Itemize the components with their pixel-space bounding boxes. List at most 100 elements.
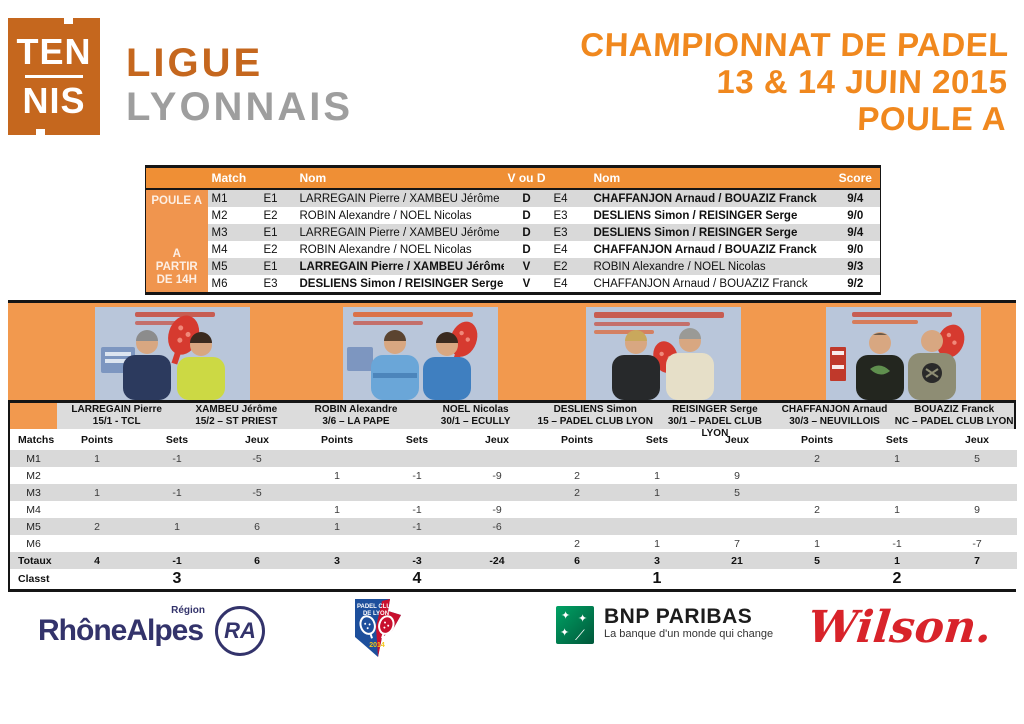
- cell: -9: [457, 501, 537, 518]
- match-score: 9/4: [830, 189, 881, 207]
- tennis-federation-logo: TEN NIS: [8, 17, 100, 136]
- cell: 2: [777, 450, 857, 467]
- col-header-jeux: Jeux: [697, 429, 777, 450]
- team-code: E1: [259, 258, 296, 275]
- cell: [617, 518, 697, 535]
- match-score: 9/0: [830, 241, 881, 258]
- total-cell: 3: [297, 552, 377, 569]
- cell: 2: [57, 518, 137, 535]
- match-score: 9/2: [830, 275, 881, 294]
- player-rank-club: 30/1 – ECULLY: [440, 416, 511, 427]
- team-names: CHAFFANJON Arnaud / BOUAZIZ Franck: [589, 275, 831, 294]
- classement-value: 4: [297, 569, 537, 589]
- row-label: M4: [10, 501, 57, 518]
- cell: [57, 467, 137, 484]
- cell: 1: [297, 501, 377, 518]
- cell: [537, 501, 617, 518]
- player-rank-club: 30/3 – NEUVILLOIS: [789, 416, 880, 427]
- team-code: E2: [549, 258, 590, 275]
- team-code: E4: [549, 275, 590, 294]
- title-line-3: POULE A: [857, 100, 1008, 137]
- cell: [697, 518, 777, 535]
- cell: [457, 450, 537, 467]
- team-names: CHAFFANJON Arnaud / BOUAZIZ Franck: [589, 189, 831, 207]
- cell: -1: [137, 484, 217, 501]
- cell: -5: [217, 450, 297, 467]
- header-corner: [145, 166, 208, 190]
- player-header: NOEL Nicolas 30/1 – ECULLY: [415, 403, 536, 429]
- padel-club-lyon-logo: PADEL CLUB DE LYON 2014: [352, 597, 404, 664]
- cell: [297, 535, 377, 552]
- cell: [777, 467, 857, 484]
- team-names: CHAFFANJON Arnaud / BOUAZIZ Franck: [589, 241, 831, 258]
- player-name: REISINGER Serge: [672, 404, 758, 415]
- ligue-lyonnais-wordmark: LIGUE LYONNAIS: [126, 42, 353, 130]
- col-header-points: Points: [297, 429, 377, 450]
- team-code: E2: [259, 241, 296, 258]
- total-cell: -24: [457, 552, 537, 569]
- cell: [217, 467, 297, 484]
- cell: 1: [297, 467, 377, 484]
- total-cell: -1: [137, 552, 217, 569]
- title-line-1: CHAMPIONNAT DE PADEL: [580, 26, 1010, 63]
- match-score: 9/0: [830, 207, 881, 224]
- logo-divider: [25, 75, 83, 78]
- header-voud: V ou D: [503, 166, 550, 190]
- cell: [377, 484, 457, 501]
- cell: [857, 484, 937, 501]
- cell: 5: [937, 450, 1017, 467]
- cell: [217, 535, 297, 552]
- player-name: BOUAZIZ Franck: [914, 404, 995, 415]
- col-header-jeux: Jeux: [937, 429, 1017, 450]
- player-name: XAMBEU Jérôme: [195, 404, 278, 415]
- table-row: M2 E2 ROBIN Alexandre / NOEL Nicolas D E…: [146, 207, 881, 224]
- photo-band: [8, 300, 1016, 400]
- match-id: M5: [207, 258, 260, 275]
- row-label: M1: [10, 450, 57, 467]
- player-header: CHAFFANJON Arnaud 30/3 – NEUVILLOIS: [774, 403, 895, 429]
- cell: 1: [857, 501, 937, 518]
- cell: [457, 535, 537, 552]
- row-label: M2: [10, 467, 57, 484]
- result-letter: D: [503, 207, 550, 224]
- cell: [297, 450, 377, 467]
- cell: 2: [537, 484, 617, 501]
- table-row: M5 E1 LARREGAIN Pierre / XAMBEU Jérôme V…: [146, 258, 881, 275]
- player-header: ROBIN Alexandre 3/6 – LA PAPE: [296, 403, 416, 429]
- cell: -9: [457, 467, 537, 484]
- cell: 1: [777, 535, 857, 552]
- match-score: 9/4: [830, 224, 881, 241]
- grid-row: M1 1 -1 -5 2 1 5: [10, 450, 1017, 467]
- total-cell: 4: [57, 552, 137, 569]
- bnp-paribas-icon: ✦ ✦ ✦ ⟋: [556, 606, 594, 644]
- team-code: E1: [259, 224, 296, 241]
- totaux-label: Totaux: [10, 552, 57, 569]
- team-code: E4: [549, 189, 590, 207]
- score-grid: LARREGAIN Pierre 15/1 - TCL XAMBEU Jérôm…: [8, 400, 1017, 592]
- player-name: NOEL Nicolas: [442, 404, 509, 415]
- row-label: M6: [10, 535, 57, 552]
- classement-value: 3: [57, 569, 297, 589]
- cell: [857, 467, 937, 484]
- team-names: ROBIN Alexandre / NOEL Nicolas: [295, 241, 504, 258]
- col-header-sets: Sets: [377, 429, 457, 450]
- grid-row: M4 1 -1 -9 2 1 9: [10, 501, 1017, 518]
- brand-line-ligue: LIGUE: [126, 41, 264, 85]
- bnp-paribas-name: BNP PARIBAS: [604, 605, 753, 628]
- rhone-alpes-region-label: Région: [171, 605, 206, 616]
- player-header: BOUAZIZ Franck NC – PADEL CLUB LYON: [894, 403, 1014, 429]
- table-header-row: Match Nom V ou D Nom Score: [145, 166, 881, 190]
- player-header: XAMBEU Jérôme 15/2 – ST PRIEST: [176, 403, 297, 429]
- team-names: DESLIENS Simon / REISINGER Serge: [295, 275, 504, 294]
- player-rank-club: 15/1 - TCL: [92, 416, 141, 427]
- cell: 1: [617, 467, 697, 484]
- player-rank-club: 15/2 – ST PRIEST: [195, 416, 278, 427]
- page-title: CHAMPIONNAT DE PADEL 13 & 14 JUIN 2015 P…: [577, 26, 1010, 137]
- matchs-header: Matchs: [10, 429, 57, 450]
- cell: 1: [57, 484, 137, 501]
- rhone-alpes-wordmark: RhôneAlpes Région: [38, 605, 205, 648]
- cell: -5: [217, 484, 297, 501]
- cell: [377, 450, 457, 467]
- cell: [377, 535, 457, 552]
- cell: 9: [937, 501, 1017, 518]
